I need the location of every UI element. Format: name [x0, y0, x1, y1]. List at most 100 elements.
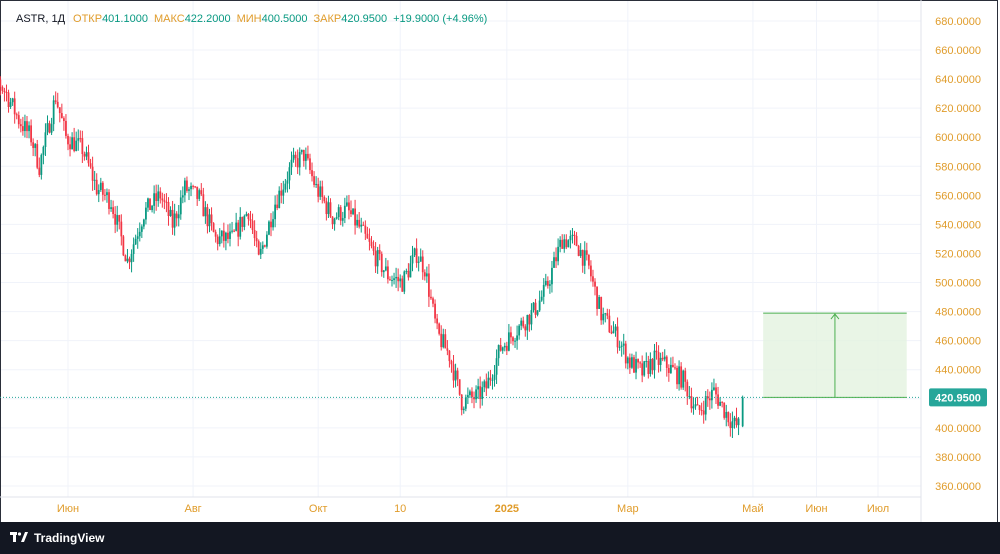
candle-body — [526, 314, 529, 331]
candle-body — [569, 235, 572, 241]
candle-body — [241, 216, 244, 227]
candle-body — [200, 190, 203, 195]
candle-body — [44, 132, 47, 147]
candle-body — [419, 256, 422, 262]
candle-body — [530, 310, 533, 325]
candle-body — [169, 209, 172, 217]
candle-body — [13, 98, 16, 115]
candle-body — [251, 220, 254, 231]
candle-body — [124, 255, 127, 262]
candle-body — [710, 389, 713, 401]
candle-body — [393, 278, 395, 281]
candle-body — [389, 279, 391, 281]
candle-body — [1, 86, 4, 91]
candle-body — [551, 267, 553, 285]
candle-body — [32, 142, 35, 148]
candle-body — [255, 238, 258, 242]
candle-body — [505, 345, 508, 351]
candle-body — [507, 332, 510, 351]
candle-body — [188, 189, 190, 191]
candle-body — [432, 298, 434, 304]
candle-body — [335, 217, 338, 219]
candle-body — [391, 280, 393, 282]
candle-body — [661, 357, 664, 360]
candle-body — [725, 411, 728, 418]
candle-body — [592, 276, 594, 282]
price-chart[interactable]: 680.0000 660.0000 640.0000 620.0000 600.0000… — [0, 0, 1000, 522]
candle-body — [528, 314, 531, 325]
candle-body — [487, 377, 490, 389]
candle-body — [600, 297, 603, 321]
candle-body — [653, 350, 656, 371]
candle-body — [101, 182, 104, 195]
candle-body — [52, 100, 55, 125]
projection-arrow-head — [830, 313, 840, 320]
candle-body — [67, 135, 69, 145]
candle-body — [466, 395, 469, 398]
candle-body — [715, 387, 717, 395]
ohlc-legend: ASTR, 1Д ОТКР401.1000 МАКС422.2000 МИН400.5… — [16, 13, 487, 25]
candle-body — [464, 397, 467, 409]
candle-body — [596, 286, 598, 309]
candle-body — [104, 194, 106, 196]
price-tick-label: 540.0000 — [935, 219, 981, 231]
price-tick-label: 380.0000 — [935, 452, 981, 464]
candle-body — [28, 125, 30, 132]
candle-body — [618, 346, 621, 348]
symbol-label[interactable]: ASTR, 1Д — [16, 13, 66, 25]
candle-body — [19, 124, 22, 127]
candle-body — [423, 272, 426, 277]
price-tick-label: 360.0000 — [935, 481, 981, 493]
candle-body — [639, 362, 642, 364]
candle-body — [594, 281, 596, 287]
candle-body — [512, 337, 514, 342]
candle-body — [546, 280, 549, 286]
last-price-badge-label: 420.9500 — [935, 392, 981, 404]
candle-body — [717, 394, 719, 406]
candle-body — [30, 125, 32, 143]
candle-body — [622, 343, 625, 346]
candle-body — [302, 149, 305, 161]
price-tick-label: 500.0000 — [935, 278, 981, 290]
candle-body — [585, 250, 588, 255]
candle-body — [15, 114, 18, 116]
candle-body — [278, 190, 281, 209]
candle-body — [659, 357, 662, 365]
candle-body — [120, 221, 123, 237]
tradingview-logo[interactable]: TradingView — [10, 530, 104, 546]
candle-body — [69, 144, 71, 150]
candle-body — [108, 192, 110, 209]
candle-body — [245, 213, 248, 216]
candle-body — [514, 340, 516, 342]
candle-body — [737, 418, 740, 426]
candle-body — [538, 300, 541, 311]
candle-body — [620, 345, 623, 347]
open-label: ОТКР — [73, 13, 103, 25]
candle-body — [257, 241, 260, 255]
candle-body — [56, 101, 59, 108]
candle-body — [50, 124, 53, 133]
price-tick-label: 460.0000 — [935, 336, 981, 348]
candle-body — [290, 159, 293, 168]
time-tick-label: Мар — [617, 503, 639, 515]
candle-body — [321, 186, 324, 197]
candle-body — [471, 391, 473, 398]
candle-body — [194, 186, 197, 188]
candle-body — [522, 320, 525, 327]
candle-body — [370, 241, 373, 247]
candle-body — [491, 379, 494, 381]
candle-body — [669, 364, 672, 373]
time-tick-label: Май — [742, 503, 764, 515]
time-axis: Июн Авг Окт 10 2025 Мар Май Июн Июл — [57, 503, 889, 515]
candle-body — [516, 335, 518, 341]
brand-label: TradingView — [34, 531, 105, 545]
time-tick-label: Окт — [309, 503, 328, 515]
candle-body — [374, 250, 377, 267]
candle-body — [177, 214, 180, 219]
candle-body — [229, 231, 231, 239]
candle-body — [333, 218, 336, 225]
candle-body — [128, 258, 131, 263]
candle-body — [183, 180, 186, 196]
candle-body — [534, 302, 537, 315]
price-tick-label: 620.0000 — [935, 103, 981, 115]
